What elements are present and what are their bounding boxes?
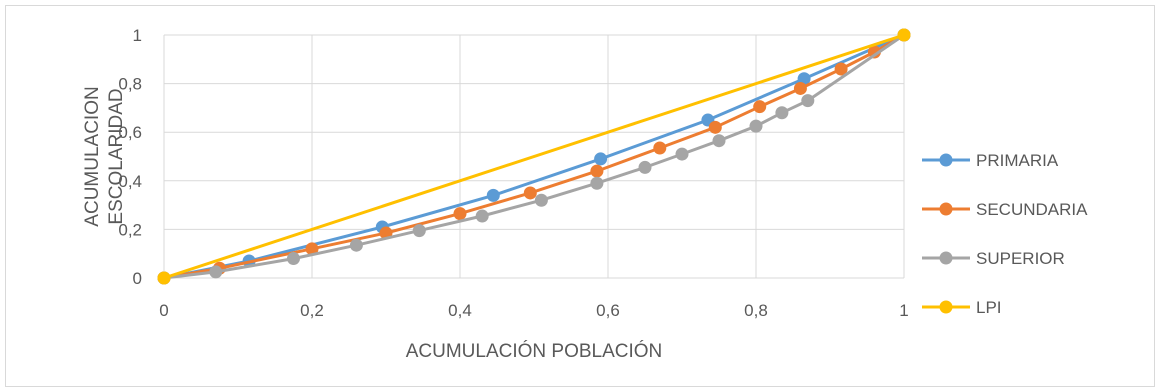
data-point [157,271,171,285]
legend-marker [939,300,953,314]
data-point [594,152,608,166]
y-axis-title-line-2: ESCOLARIDAD [106,88,127,224]
chart-area [5,5,1155,387]
data-point [834,62,848,76]
x-tick-label: 0,8 [744,301,768,320]
data-point [712,134,726,148]
data-point [801,94,815,108]
legend-label: PRIMARIA [976,151,1059,170]
x-tick-label: 0 [159,301,168,320]
data-point [590,164,604,178]
series-line [163,33,905,280]
y-tick-label: 0,6 [118,123,142,142]
legend: PRIMARIA SECUNDARIA SUPERIOR LPI [922,151,1088,317]
y-tick-label: 0,2 [118,220,142,239]
data-point [486,188,500,202]
data-point [675,147,689,161]
legend-label: SUPERIOR [976,249,1065,268]
data-point [475,209,489,223]
x-tick-label: 1 [899,301,908,320]
legend-marker [939,251,953,265]
series-lpi [157,28,911,285]
data-point [523,186,537,200]
x-tick-label: 0,2 [300,301,324,320]
legend-item-primaria: PRIMARIA [922,151,1059,170]
data-point [412,224,426,238]
data-point [793,81,807,95]
y-tick-label: 0,4 [118,172,142,191]
x-tick-label: 0,6 [596,301,620,320]
data-point [753,100,767,114]
legend-item-superior: SUPERIOR [922,249,1065,268]
data-point [653,141,667,155]
data-point [590,176,604,190]
series-layer [157,28,911,285]
data-point [453,207,467,221]
x-tick-label: 0,4 [448,301,472,320]
y-tick-label: 1 [133,26,142,45]
data-point [349,238,363,252]
data-point [287,252,300,266]
x-tick-labels: 0 0,2 0,4 0,6 0,8 1 [159,301,908,320]
series-line [163,33,905,280]
data-point [867,45,881,59]
y-tick-labels: 0 0,2 0,4 0,6 0,8 1 [118,26,142,288]
data-point [209,265,223,279]
data-point [708,120,722,134]
data-point [897,28,911,42]
data-point [749,119,763,133]
data-point [775,106,789,120]
legend-marker [939,202,953,216]
data-point [305,242,319,256]
y-tick-label: 0 [133,269,142,288]
data-point [638,160,652,174]
x-axis-title: ACUMULACIÓN POBLACIÓN [406,340,663,362]
series-line [163,33,905,280]
y-axis-title-line-1: ACUMULACION [82,86,103,226]
legend-item-secundaria: SECUNDARIA [922,200,1088,219]
legend-label: SECUNDARIA [976,200,1088,219]
y-tick-label: 0,8 [118,75,142,94]
legend-label: LPI [976,298,1002,317]
legend-marker [939,153,953,167]
data-point [534,193,548,207]
legend-item-lpi: LPI [922,298,1002,317]
